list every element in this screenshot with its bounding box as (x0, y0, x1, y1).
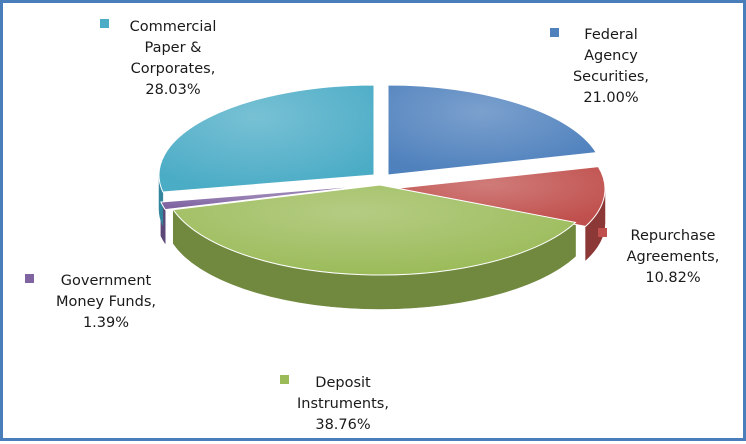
pie-slice-gloss-5 (158, 85, 374, 193)
legend-key-2 (598, 228, 607, 237)
pie-slice-gloss-1 (388, 85, 597, 175)
data-label-line: Federal (584, 27, 637, 43)
data-label-line: 28.03% (145, 82, 200, 98)
pie-slice-gloss-3 (173, 185, 576, 275)
pie-chart: Federal Agency Securities, 21.00% Repurchase… (25, 19, 720, 433)
data-label-line: 21.00% (583, 90, 638, 106)
data-label-line: 38.76% (315, 417, 370, 433)
data-label-line: Paper & (145, 40, 202, 56)
legend-key-3 (280, 375, 289, 384)
data-label-line: Corporates, (131, 61, 216, 77)
data-label-line: Money Funds, (56, 294, 156, 310)
data-label-line: 1.39% (83, 315, 129, 331)
data-label-line: 10.82% (645, 270, 700, 286)
pie-slice-gloss-4 (160, 185, 372, 210)
data-label-line: Government (61, 273, 152, 289)
data-label-line: Agreements, (627, 249, 720, 265)
legend-key-4 (25, 274, 34, 283)
data-label-4: Government Money Funds, 1.39% (56, 273, 156, 331)
legend-key-1 (550, 28, 559, 37)
legend-key-5 (100, 19, 109, 28)
data-label-1: Federal Agency Securities, 21.00% (573, 27, 649, 106)
data-label-2: Repurchase Agreements, 10.82% (627, 228, 720, 286)
data-label-line: Instruments, (297, 396, 389, 412)
data-label-5: Commercial Paper & Corporates, 28.03% (130, 19, 217, 98)
pie-slice-gloss-2 (390, 166, 605, 227)
data-label-3: Deposit Instruments, 38.76% (297, 375, 389, 433)
data-label-line: Securities, (573, 69, 649, 85)
data-label-line: Repurchase (631, 228, 716, 244)
data-label-line: Agency (584, 48, 638, 64)
data-label-line: Commercial (130, 19, 217, 35)
data-label-line: Deposit (315, 375, 371, 391)
